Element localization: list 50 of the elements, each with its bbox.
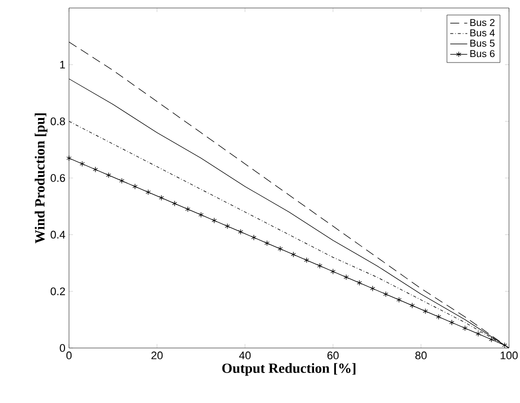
point	[278, 246, 283, 252]
y-axis-title: Wind Production [pu]	[34, 113, 48, 244]
y-tick-label: 0	[60, 344, 66, 352]
point	[92, 166, 98, 172]
point	[330, 268, 336, 274]
legend-label: Bus 4	[470, 29, 495, 36]
y-tick-label: 1	[60, 60, 65, 68]
point	[383, 291, 388, 298]
point	[370, 286, 376, 292]
point	[212, 218, 217, 224]
point	[172, 200, 178, 206]
legend-label: Bus 2	[470, 18, 495, 26]
y-tick-label: 0.2	[50, 287, 65, 296]
point	[449, 320, 454, 326]
point	[80, 160, 85, 167]
point	[264, 240, 270, 246]
x-tick-label: 40	[239, 352, 251, 360]
x-tick-label: 20	[151, 352, 163, 360]
point	[476, 330, 481, 337]
point	[422, 308, 428, 314]
point	[488, 336, 494, 342]
point	[317, 262, 322, 269]
point	[146, 189, 151, 196]
point	[396, 296, 402, 303]
x-axis-title: Output Reduction [%]	[222, 363, 356, 376]
legend-label: Bus 6	[470, 50, 495, 58]
legend-label: Bus 5	[470, 40, 495, 47]
point	[410, 302, 415, 308]
y-tick-label: 0.8	[50, 117, 65, 126]
point	[238, 228, 244, 235]
y-tick-label: 0.6	[50, 174, 65, 182]
point	[106, 172, 112, 178]
point	[436, 314, 442, 320]
point	[462, 325, 468, 332]
point	[304, 257, 310, 264]
x-tick-label: 60	[327, 352, 339, 360]
y-tick-label: 0.4	[50, 230, 66, 239]
x-tick-label: 80	[415, 352, 427, 360]
point	[290, 252, 296, 258]
point	[119, 178, 124, 184]
point	[356, 280, 362, 286]
point	[344, 274, 349, 280]
point	[132, 184, 138, 190]
point	[158, 194, 164, 201]
point	[251, 234, 256, 240]
point	[198, 212, 204, 218]
point	[185, 206, 190, 212]
x-tick-label: 100	[500, 352, 518, 360]
x-tick-label: 0	[66, 352, 72, 360]
point	[224, 223, 230, 230]
